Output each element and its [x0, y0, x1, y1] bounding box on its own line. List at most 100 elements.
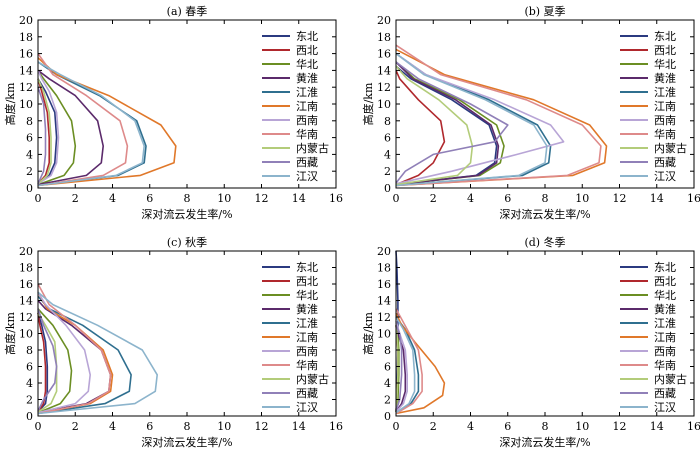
series-line-6 — [37, 70, 60, 185]
x-tick-label: 12 — [613, 192, 627, 205]
x-tick-label: 2 — [430, 192, 437, 205]
y-tick-label: 2 — [26, 394, 33, 407]
x-tick-label: 6 — [504, 192, 511, 205]
series-line-8 — [395, 325, 399, 412]
series-line-5 — [395, 312, 446, 415]
panel-title: (a) 春季 — [167, 5, 208, 18]
y-tick-label: 18 — [377, 262, 391, 275]
x-tick-label: 10 — [575, 420, 589, 433]
x-axis-title: 深对流云发生率/% — [141, 207, 232, 221]
legend-label: 西北 — [654, 44, 676, 57]
panel-title: (b) 夏季 — [524, 5, 565, 18]
y-tick-label: 14 — [19, 64, 33, 77]
y-tick-label: 20 — [19, 14, 33, 27]
legend-label: 华南 — [654, 358, 676, 372]
legend-label: 东北 — [296, 30, 318, 43]
y-tick-label: 6 — [26, 132, 33, 145]
legend-label: 内蒙古 — [296, 372, 329, 386]
y-tick-label: 18 — [377, 31, 391, 44]
x-tick-label: 8 — [184, 192, 191, 205]
legend-label: 内蒙古 — [654, 141, 687, 155]
y-tick-label: 10 — [19, 98, 33, 111]
legend-label: 华北 — [654, 288, 676, 302]
x-tick-label: 4 — [467, 192, 474, 205]
legend-label: 华北 — [296, 288, 318, 302]
legend-label: 西北 — [296, 275, 318, 288]
series-line-9 — [37, 308, 58, 412]
y-tick-label: 16 — [377, 278, 391, 291]
series-line-7 — [37, 53, 129, 187]
series-line-1 — [395, 70, 446, 186]
x-tick-label: 8 — [184, 420, 191, 433]
panel-title: (c) 秋季 — [167, 235, 207, 249]
legend-label: 江汉 — [654, 170, 676, 183]
series-line-4 — [37, 295, 132, 415]
chart-panel-0: 0 2 4 6 8 10 12 14 16 0 2 4 6 8 10 12 14 16 18 20 (a) 春季深对流云… — [3, 5, 343, 221]
series-line-0 — [37, 312, 49, 413]
legend-label: 内蒙古 — [654, 372, 687, 386]
x-tick-label: 6 — [504, 420, 511, 433]
y-tick-label: 8 — [26, 115, 33, 128]
x-tick-label: 14 — [650, 192, 664, 205]
y-tick-label: 16 — [377, 48, 391, 61]
legend-label: 江南 — [654, 331, 676, 344]
series-line-10 — [37, 61, 145, 187]
legend-label: 西藏 — [654, 387, 676, 400]
y-tick-label: 14 — [377, 64, 391, 77]
x-tick-label: 16 — [329, 192, 343, 205]
series-line-2 — [37, 308, 73, 414]
x-tick-label: 8 — [542, 420, 549, 433]
x-tick-label: 4 — [109, 192, 116, 205]
y-tick-label: 16 — [19, 48, 33, 61]
legend-label: 黄淮 — [296, 71, 318, 85]
legend-label: 江淮 — [654, 86, 676, 99]
x-tick-label: 14 — [650, 420, 664, 433]
y-tick-label: 20 — [377, 245, 391, 258]
legend-label: 西南 — [296, 345, 318, 358]
series-line-7 — [395, 308, 423, 415]
legend-label: 江淮 — [296, 86, 318, 99]
y-axis-title: 高度/km — [361, 312, 375, 355]
y-tick-label: 10 — [377, 98, 391, 111]
y-tick-label: 10 — [377, 328, 391, 341]
y-tick-label: 18 — [19, 31, 33, 44]
y-tick-label: 0 — [384, 182, 391, 195]
y-tick-label: 10 — [19, 328, 33, 341]
x-tick-label: 2 — [72, 420, 79, 433]
y-tick-label: 12 — [19, 81, 33, 94]
series-line-3 — [395, 61, 500, 186]
y-tick-label: 8 — [384, 344, 391, 357]
legend-label: 西南 — [296, 114, 318, 127]
x-axis-title: 深对流云发生率/% — [141, 435, 232, 449]
y-tick-label: 4 — [384, 377, 391, 390]
legend-label: 华北 — [296, 57, 318, 71]
legend-label: 江汉 — [296, 401, 318, 414]
x-tick-label: 2 — [72, 192, 79, 205]
x-axis-title: 深对流云发生率/% — [499, 207, 590, 221]
plot-frame — [395, 250, 695, 417]
y-tick-label: 0 — [26, 410, 33, 423]
legend-label: 华南 — [296, 358, 318, 372]
y-tick-label: 0 — [26, 182, 33, 195]
legend-label: 华南 — [654, 127, 676, 141]
legend-label: 黄淮 — [654, 71, 676, 85]
series-line-9 — [37, 86, 47, 185]
y-tick-label: 2 — [384, 165, 391, 178]
x-tick-label: 10 — [217, 420, 231, 433]
series-line-10 — [37, 291, 158, 415]
y-tick-label: 2 — [384, 394, 391, 407]
x-tick-label: 2 — [430, 420, 437, 433]
series-line-1 — [37, 78, 51, 185]
legend-label: 西南 — [654, 345, 676, 358]
y-tick-label: 12 — [19, 311, 33, 324]
series-line-2 — [37, 69, 77, 186]
series-line-9 — [395, 61, 509, 184]
x-tick-label: 6 — [146, 420, 153, 433]
series-line-10 — [395, 52, 548, 187]
series-line-6 — [395, 52, 565, 185]
y-tick-label: 4 — [384, 148, 391, 161]
